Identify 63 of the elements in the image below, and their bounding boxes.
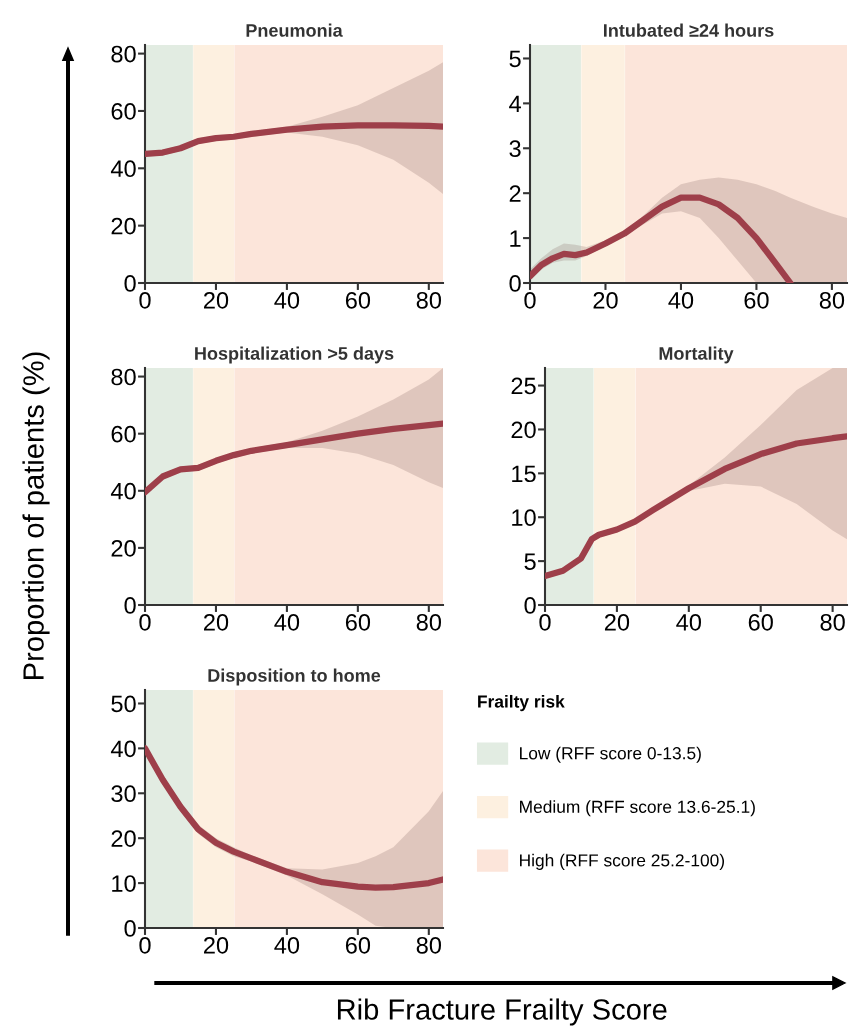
x-axis-title: Rib Fracture Frailty Score — [337, 998, 667, 1026]
legend-label: High (RFF score 25.2-100) — [520, 853, 725, 870]
y-tick-label: 0 — [524, 597, 536, 614]
x-tick-label: 40 — [274, 291, 300, 309]
chart-title: Hospitalization >5 days — [195, 346, 394, 364]
x-tick-label: 60 — [744, 291, 769, 309]
y-tick-label: 60 — [111, 425, 136, 443]
x-tick-label: 60 — [345, 291, 371, 309]
x-tick-label: 40 — [676, 613, 702, 631]
x-tick-label: 20 — [204, 291, 229, 309]
y-tick-label: 10 — [112, 875, 136, 892]
y-tick-label: 3 — [509, 140, 521, 158]
x-tick-label: 0 — [139, 291, 151, 309]
y-tick-label: 30 — [111, 785, 136, 803]
x-tick-label: 60 — [748, 613, 773, 631]
y-tick-label: 60 — [111, 103, 136, 120]
y-tick-label: 5 — [509, 50, 521, 68]
x-tick-label: 80 — [416, 291, 442, 309]
y-tick-label: 5 — [524, 553, 536, 570]
x-tick-label: 80 — [820, 613, 845, 631]
y-tick-label: 50 — [111, 695, 136, 713]
x-tick-label: 20 — [604, 613, 630, 631]
x-tick-label: 60 — [345, 613, 371, 631]
x-tick-label: 40 — [274, 936, 300, 954]
y-tick-label: 20 — [511, 421, 536, 439]
legend-title: Frailty risk — [478, 694, 565, 712]
x-tick-label: 80 — [819, 291, 845, 309]
chart-title: Mortality — [659, 346, 734, 364]
y-axis-title: Proportion of patients (%) — [22, 352, 50, 679]
x-tick-label: 20 — [593, 291, 618, 309]
y-tick-label: 40 — [110, 740, 136, 758]
x-tick-label: 40 — [274, 613, 300, 631]
legend-label: Medium (RFF score 13.6-25.1) — [520, 800, 755, 817]
y-tick-label: 25 — [511, 377, 536, 395]
y-tick-label: 0 — [124, 275, 136, 292]
x-tick-label: 20 — [204, 936, 229, 954]
chart-title: Disposition to home — [208, 668, 381, 686]
chart-title: Intubated ≥24 hours — [604, 23, 774, 37]
x-tick-label: 40 — [668, 291, 694, 309]
y-tick-label: 0 — [509, 275, 521, 292]
y-tick-label: 80 — [111, 45, 136, 63]
x-tick-label: 60 — [345, 936, 371, 954]
chart-title: Pneumonia — [246, 23, 343, 37]
y-tick-label: 0 — [124, 597, 136, 614]
y-tick-label: 0 — [124, 920, 136, 937]
y-tick-label: 40 — [110, 160, 136, 178]
y-tick-label: 4 — [509, 95, 521, 112]
y-tick-label: 1 — [510, 230, 521, 247]
y-tick-label: 10 — [512, 509, 536, 527]
y-tick-label: 80 — [111, 368, 136, 386]
x-tick-label: 0 — [539, 613, 551, 631]
x-tick-label: 80 — [416, 936, 442, 954]
y-tick-label: 20 — [111, 830, 136, 847]
y-tick-label: 40 — [110, 482, 136, 500]
x-tick-label: 20 — [204, 613, 229, 631]
x-tick-label: 0 — [139, 613, 151, 631]
y-tick-label: 2 — [509, 185, 521, 202]
x-tick-label: 80 — [416, 613, 442, 631]
y-tick-label: 20 — [111, 539, 136, 557]
x-tick-label: 0 — [139, 936, 151, 954]
y-tick-label: 20 — [111, 217, 136, 235]
legend-label: Low (RFF score 0-13.5) — [520, 746, 701, 763]
y-tick-label: 15 — [512, 465, 536, 483]
